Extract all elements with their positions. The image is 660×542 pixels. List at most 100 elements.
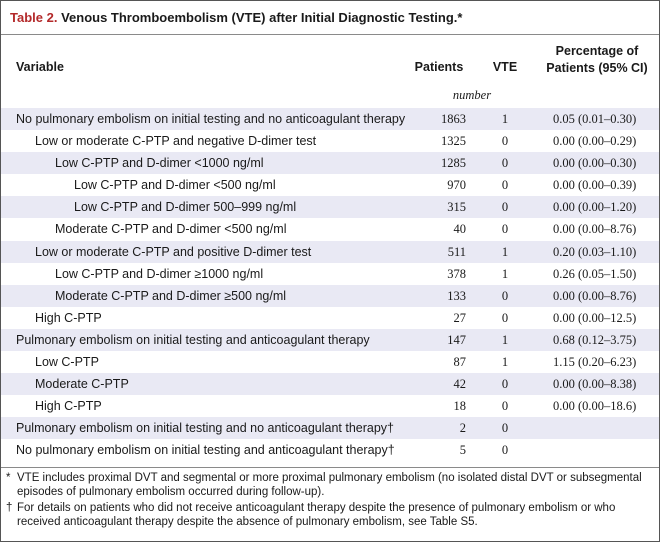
row-patients: 27 (453, 310, 467, 325)
row-vte: 0 (501, 310, 509, 325)
row-patients: 133 (447, 288, 466, 303)
row-patients: 378 (447, 266, 466, 281)
bottom-rule (1, 467, 659, 468)
row-patients: 42 (453, 377, 467, 392)
row-vte: 0 (501, 200, 509, 215)
footnote: * VTE includes proximal DVT and segmental… (6, 471, 656, 499)
table-row: High C-PTP 27 0 0.00 (0.00–12.5) (1, 307, 659, 329)
table-row: Low C-PTP and D-dimer <500 ng/ml 970 0 0.00… (1, 174, 659, 196)
row-vte: 1 (501, 332, 509, 347)
row-patients: 1863 (441, 112, 466, 126)
row-vte: 0 (501, 134, 509, 149)
table-row: No pulmonary embolism on initial testing… (1, 439, 659, 461)
table-title-text: Venous Thromboembolism (VTE) after Initi… (57, 10, 463, 25)
row-percentage: 0.00 (0.00–8.76) (553, 222, 637, 237)
row-patients: 40 (453, 222, 467, 237)
table-row: Moderate C-PTP and D-dimer ≥500 ng/ml 133… (1, 284, 659, 307)
row-patients: 970 (447, 178, 466, 193)
row-percentage: 0.00 (0.00–18.6) (553, 399, 637, 414)
row-variable: No pulmonary embolism on initial testing… (16, 112, 406, 126)
row-percentage: 0.00 (0.00–0.30) (553, 156, 637, 171)
table-row: High C-PTP 18 0 0.00 (0.00–18.6) (1, 395, 659, 417)
row-percentage: 0.00 (0.00–0.39) (553, 178, 637, 193)
header-vte: VTE (492, 60, 518, 74)
row-percentage: 0.00 (0.00–8.38) (553, 377, 637, 392)
header-variable: Variable (16, 60, 64, 74)
row-variable: Low C-PTP and D-dimer <500 ng/ml (74, 178, 276, 193)
row-variable: Low C-PTP and D-dimer <1000 ng/ml (55, 156, 264, 171)
table-row: Moderate C-PTP and D-dimer <500 ng/ml 40 0… (1, 218, 659, 240)
row-percentage: 0.00 (0.00–1.20) (553, 200, 637, 215)
row-vte: 1 (501, 112, 509, 126)
row-variable: Pulmonary embolism on initial testing an… (16, 332, 370, 347)
row-patients: 147 (447, 332, 466, 347)
row-patients: 315 (447, 200, 466, 215)
table-title: Table 2. Venous Thromboembolism (VTE) af… (1, 1, 659, 35)
row-variable: No pulmonary embolism on initial testing… (16, 443, 395, 458)
footnote-text: For details on patients who did not rece… (17, 502, 616, 528)
row-vte: 0 (501, 156, 509, 171)
table-body: No pulmonary embolism on initial testing… (1, 108, 659, 462)
row-variable: Moderate C-PTP and D-dimer ≥500 ng/ml (55, 288, 287, 303)
row-patients: 2 (459, 421, 466, 436)
row-patients: 1325 (441, 134, 466, 149)
unit-label: number (452, 88, 492, 102)
row-variable: High C-PTP (35, 399, 102, 414)
row-vte: 0 (501, 443, 509, 458)
row-percentage: 0.26 (0.05–1.50) (553, 266, 637, 281)
table-row: No pulmonary embolism on initial testing… (1, 108, 659, 131)
row-patients: 87 (453, 355, 467, 370)
row-percentage: 1.15 (0.20–6.23) (553, 355, 637, 370)
row-variable: Low or moderate C-PTP and positive D-dim… (35, 244, 312, 259)
header-percentage-line2: Patients (95% CI) (546, 61, 648, 75)
table-row: Low or moderate C-PTP and positive D-dim… (1, 240, 659, 263)
row-percentage: 0.05 (0.01–0.30) (553, 112, 637, 126)
row-vte: 0 (501, 399, 509, 414)
table-row: Moderate C-PTP 42 0 0.00 (0.00–8.38) (1, 373, 659, 396)
row-variable: Pulmonary embolism on initial testing an… (16, 421, 395, 436)
footnote: † For details on patients who did not rec… (6, 501, 656, 529)
header-percentage-line1: Percentage of (555, 44, 639, 58)
row-variable: Low or moderate C-PTP and negative D-dim… (35, 134, 317, 149)
table-row: Low C-PTP and D-dimer 500–999 ng/ml 315 0 0… (1, 196, 659, 219)
row-variable: Low C-PTP and D-dimer 500–999 ng/ml (74, 200, 297, 215)
row-vte: 0 (501, 178, 509, 193)
row-vte: 1 (501, 266, 509, 281)
footnotes: * VTE includes proximal DVT and segmental… (6, 471, 656, 531)
row-vte: 0 (501, 222, 509, 237)
table-row: Low or moderate C-PTP and negative D-dim… (1, 130, 659, 152)
row-variable: High C-PTP (35, 310, 102, 325)
row-vte: 0 (501, 421, 509, 436)
table-row: Low C-PTP 87 1 1.15 (0.20–6.23) (1, 351, 659, 373)
header-percentage: Percentage of Patients (95% CI) (538, 43, 656, 77)
table-row: Low C-PTP and D-dimer ≥1000 ng/ml 378 1 0.2… (1, 263, 659, 285)
row-percentage: 0.20 (0.03–1.10) (553, 244, 637, 259)
row-vte: 1 (501, 244, 509, 259)
table-row: Pulmonary embolism on initial testing an… (1, 417, 659, 440)
table-number: Table 2. (10, 10, 58, 25)
row-patients: 18 (453, 399, 467, 414)
row-patients: 5 (459, 443, 466, 458)
footnote-mark: * (6, 472, 11, 484)
row-vte: 0 (501, 377, 509, 392)
table-row: Pulmonary embolism on initial testing an… (1, 328, 659, 352)
row-percentage: 0.00 (0.00–8.76) (553, 288, 637, 303)
row-percentage: 0.68 (0.12–3.75) (553, 332, 637, 347)
row-vte: 0 (501, 288, 509, 303)
row-percentage: 0.00 (0.00–0.29) (553, 134, 637, 149)
unit-row: number (1, 84, 659, 108)
footnote-mark: † (6, 502, 13, 514)
table-header: Variable Patients VTE Percentage of Pati… (1, 35, 659, 108)
row-variable: Moderate C-PTP (35, 377, 129, 392)
footnote-text: VTE includes proximal DVT and segmental … (17, 472, 642, 498)
row-patients: 1285 (441, 156, 466, 171)
row-percentage: 0.00 (0.00–12.5) (553, 310, 637, 325)
row-vte: 1 (501, 355, 509, 370)
row-patients: 511 (447, 244, 466, 259)
row-variable: Low C-PTP and D-dimer ≥1000 ng/ml (55, 266, 264, 281)
row-variable: Low C-PTP (35, 355, 99, 370)
header-patients: Patients (414, 60, 464, 74)
row-variable: Moderate C-PTP and D-dimer <500 ng/ml (55, 222, 287, 237)
table-row: Low C-PTP and D-dimer <1000 ng/ml 1285 0 0.… (1, 152, 659, 175)
